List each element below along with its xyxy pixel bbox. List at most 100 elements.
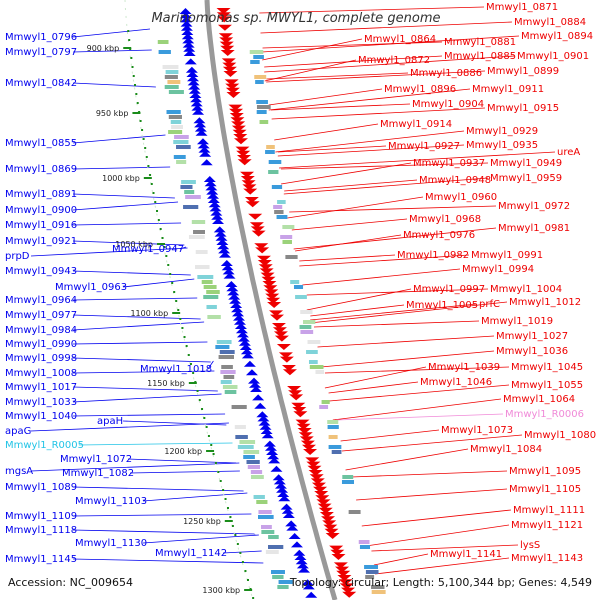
reverse-gene-arrow bbox=[254, 243, 269, 250]
scale-dot bbox=[156, 210, 159, 212]
reverse-gene-arrow bbox=[233, 138, 248, 145]
scale-dot bbox=[175, 300, 178, 302]
right-gene-label: Mmwyl1_0991 bbox=[471, 250, 543, 261]
feature-block bbox=[328, 435, 338, 439]
left-gene-label: Mmwyl1_1008 bbox=[5, 368, 77, 379]
right-gene-label: lysS bbox=[520, 540, 540, 551]
reverse-gene-arrow bbox=[240, 176, 255, 182]
forward-gene-arrow bbox=[185, 66, 198, 73]
forward-gene-arrow bbox=[258, 419, 271, 426]
left-gene-label: Mmwyl1_1072 bbox=[60, 454, 132, 465]
reverse-gene-arrow bbox=[316, 499, 331, 506]
forward-gene-arrow bbox=[254, 402, 267, 409]
left-gene-label: Mmwyl1_0977 bbox=[5, 310, 77, 321]
feature-block bbox=[253, 495, 265, 499]
genome-summary-text: Topology: circular; Length: 5,100,344 bp… bbox=[289, 576, 592, 589]
scale-dot bbox=[152, 192, 155, 194]
left-gene-label: Mmwyl1_1033 bbox=[5, 397, 77, 408]
right-connector bbox=[268, 88, 471, 111]
reverse-gene-arrow bbox=[240, 171, 255, 178]
feature-block bbox=[278, 580, 293, 584]
reverse-gene-arrow bbox=[229, 108, 244, 115]
reverse-gene-arrow bbox=[248, 213, 263, 220]
forward-gene-arrow bbox=[239, 344, 252, 350]
left-gene-label: Mmwyl1_0984 bbox=[5, 325, 77, 336]
right-gene-label: Mmwyl1_0896 bbox=[384, 84, 456, 95]
feature-block bbox=[273, 205, 283, 209]
right-connector bbox=[293, 227, 497, 250]
reverse-gene-arrow bbox=[331, 554, 346, 560]
reverse-gene-arrow bbox=[271, 323, 286, 329]
forward-gene-arrow bbox=[301, 579, 314, 586]
reverse-gene-arrow bbox=[216, 8, 231, 14]
forward-gene-arrow bbox=[222, 268, 235, 275]
forward-gene-arrow bbox=[208, 201, 221, 208]
left-connector bbox=[78, 442, 233, 446]
scale-dot bbox=[138, 111, 141, 113]
scale-dot bbox=[196, 390, 199, 392]
scale-dot bbox=[132, 75, 135, 77]
right-gene-label: Mmwyl1_0884 bbox=[514, 17, 586, 28]
forward-gene-arrow bbox=[195, 129, 208, 136]
right-connector bbox=[289, 205, 497, 213]
forward-gene-arrow bbox=[196, 138, 209, 145]
forward-gene-arrow bbox=[200, 159, 213, 166]
feature-block bbox=[300, 330, 314, 334]
accession-text: Accession: NC_009654 bbox=[8, 576, 133, 589]
right-connector bbox=[314, 320, 480, 328]
reverse-gene-arrow bbox=[235, 146, 250, 153]
left-connector bbox=[72, 513, 252, 517]
scale-dot bbox=[181, 327, 184, 329]
right-gene-label: Mmwyl1_1111 bbox=[513, 505, 585, 516]
right-gene-label: Mmwyl1_0968 bbox=[409, 214, 481, 225]
reverse-gene-arrow bbox=[297, 428, 312, 434]
feature-block bbox=[201, 280, 213, 284]
scale-dot bbox=[131, 66, 134, 68]
reverse-gene-arrow bbox=[292, 407, 307, 413]
reverse-gene-arrow bbox=[243, 188, 258, 195]
forward-gene-arrow bbox=[250, 386, 263, 392]
scale-dot bbox=[136, 102, 139, 104]
right-connector bbox=[373, 553, 429, 566]
feature-block bbox=[165, 70, 179, 74]
reverse-gene-arrow bbox=[232, 129, 247, 136]
feature-block bbox=[194, 265, 210, 269]
scale-dot bbox=[244, 570, 247, 572]
reverse-gene-arrow bbox=[301, 444, 316, 451]
left-connector bbox=[122, 278, 195, 288]
forward-gene-arrow bbox=[274, 482, 287, 489]
forward-gene-arrow bbox=[180, 20, 193, 27]
feature-block bbox=[348, 510, 361, 514]
reverse-gene-arrow bbox=[270, 314, 285, 321]
forward-gene-arrow bbox=[186, 71, 199, 77]
reverse-gene-arrow bbox=[225, 83, 240, 90]
reverse-gene-arrow bbox=[255, 247, 270, 254]
reverse-gene-arrow bbox=[261, 276, 276, 283]
reverse-gene-arrow bbox=[299, 436, 314, 443]
forward-gene-arrow bbox=[192, 108, 205, 115]
feature-block bbox=[168, 115, 182, 119]
forward-gene-arrow bbox=[203, 176, 216, 182]
reverse-gene-arrow bbox=[272, 327, 287, 334]
right-gene-label: Mmwyl1_0960 bbox=[425, 192, 497, 203]
forward-gene-arrow bbox=[187, 75, 200, 82]
feature-block bbox=[365, 575, 375, 579]
reverse-gene-arrow bbox=[266, 297, 281, 304]
left-connector bbox=[72, 321, 205, 331]
right-connector bbox=[336, 413, 504, 421]
right-gene-label: Mmwyl1_1012 bbox=[509, 297, 581, 308]
feature-block bbox=[168, 130, 183, 134]
right-connector bbox=[264, 59, 357, 82]
left-connector bbox=[72, 529, 256, 535]
feature-block bbox=[306, 350, 318, 354]
forward-gene-arrow bbox=[211, 213, 224, 220]
feature-block bbox=[359, 545, 371, 549]
forward-gene-arrow bbox=[295, 558, 308, 565]
forward-gene-arrow bbox=[216, 239, 229, 245]
right-gene-label: Mmwyl1_0997 bbox=[413, 284, 485, 295]
reverse-gene-arrow bbox=[342, 591, 357, 598]
feature-block bbox=[285, 255, 298, 259]
kbp-tick-label: 1150 kbp bbox=[147, 379, 185, 388]
forward-gene-arrow bbox=[272, 474, 285, 481]
